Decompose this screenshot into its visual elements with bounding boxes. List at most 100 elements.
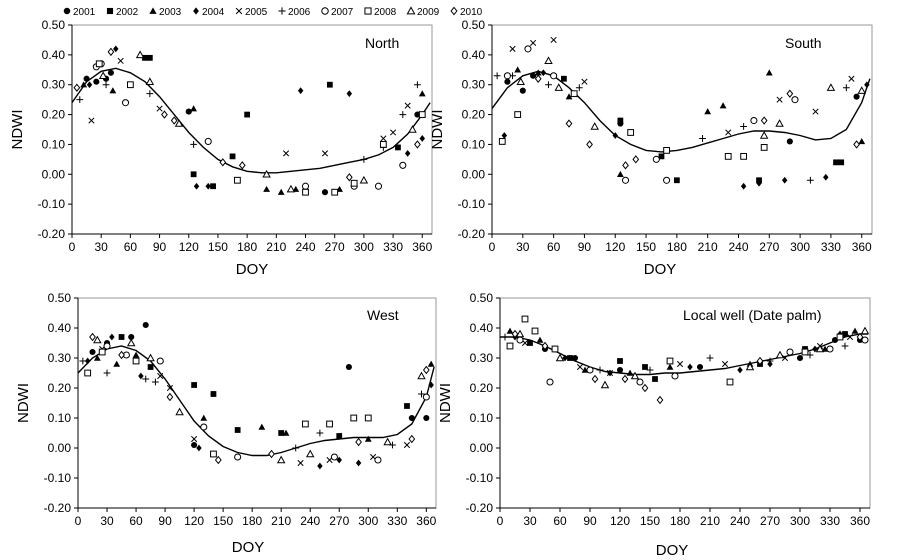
data-point <box>403 441 411 449</box>
data-point <box>826 345 834 353</box>
legend-label-2001: 2001 <box>73 7 96 18</box>
series-2003 <box>80 81 426 195</box>
x-tick-label: 60 <box>129 514 143 528</box>
data-point <box>76 96 84 104</box>
y-tick-label: 0.20 <box>462 108 486 122</box>
data-point <box>282 150 290 157</box>
data-point <box>276 455 286 464</box>
data-point <box>621 176 630 184</box>
data-point <box>109 87 117 94</box>
data-point <box>846 333 854 341</box>
data-point <box>666 363 674 370</box>
series-2005 <box>521 333 854 377</box>
data-point <box>190 105 198 112</box>
x-tick-label: 330 <box>821 240 841 254</box>
data-point <box>842 84 850 92</box>
series-2009 <box>98 50 417 193</box>
data-point <box>268 449 275 459</box>
data-point <box>562 354 568 362</box>
data-point <box>258 423 266 430</box>
data-point <box>395 144 401 151</box>
data-point <box>210 450 217 458</box>
legend-item-2006: 2006 <box>278 7 311 18</box>
data-point <box>858 138 866 145</box>
data-point <box>550 72 558 80</box>
legend-item-2002: 2002 <box>106 7 139 18</box>
data-point <box>570 90 578 98</box>
data-point <box>278 430 285 436</box>
data-point <box>596 366 604 374</box>
x-tick-label: 120 <box>605 240 625 254</box>
data-point <box>565 93 573 100</box>
data-point <box>422 365 430 375</box>
data-point <box>107 47 115 57</box>
data-point <box>612 132 618 139</box>
data-point <box>501 132 508 139</box>
data-point <box>831 336 839 344</box>
y-tick-label: -0.10 <box>38 197 66 211</box>
data-point <box>126 338 136 347</box>
data-point <box>135 50 145 59</box>
data-point <box>838 159 845 166</box>
data-point <box>244 111 251 118</box>
data-point <box>305 449 315 458</box>
data-point <box>219 158 227 167</box>
legend-item-2007: 2007 <box>321 7 354 18</box>
data-point <box>561 75 567 82</box>
data-point <box>390 129 397 136</box>
data-point <box>516 336 524 344</box>
data-point <box>786 138 793 145</box>
data-point <box>286 184 296 193</box>
data-point <box>98 348 106 356</box>
series-2008 <box>506 315 844 386</box>
x-tick-label: 90 <box>578 240 592 254</box>
data-point <box>83 75 90 82</box>
x-tick-label: 0 <box>69 240 76 254</box>
data-point <box>775 350 785 359</box>
data-point <box>555 353 565 362</box>
data-point <box>740 123 748 130</box>
data-point <box>760 116 768 125</box>
data-point <box>132 357 140 365</box>
data-point <box>506 342 514 350</box>
data-point <box>766 357 774 365</box>
data-point <box>379 141 387 148</box>
series-2004 <box>501 69 870 190</box>
plot-frame-west <box>77 297 437 509</box>
data-point <box>534 74 542 83</box>
data-point <box>616 366 624 374</box>
data-point <box>826 83 836 91</box>
x-tick-label: 0 <box>497 514 504 528</box>
legend-label-2002: 2002 <box>116 7 139 18</box>
data-point <box>848 75 855 82</box>
series-2006 <box>79 357 425 452</box>
data-point <box>404 102 411 109</box>
data-point <box>503 72 511 80</box>
x-tick-label: 180 <box>242 514 262 528</box>
y-tick-label: -0.20 <box>458 227 486 241</box>
x-tick-label: 150 <box>208 240 228 254</box>
series-2005 <box>99 345 411 467</box>
x-tick-label: 180 <box>667 240 687 254</box>
data-point <box>656 395 664 405</box>
legend-item-2001: 2001 <box>63 7 96 18</box>
legend-item-2008: 2008 <box>364 7 397 18</box>
data-point <box>860 326 870 335</box>
data-point <box>345 363 352 371</box>
data-point <box>775 119 784 127</box>
series-2006 <box>493 72 850 184</box>
data-point <box>331 188 339 196</box>
data-point <box>576 363 584 371</box>
x-tick-label: 0 <box>75 514 82 528</box>
data-point <box>756 179 762 187</box>
data-point <box>146 54 153 61</box>
data-point <box>103 342 111 350</box>
data-point <box>519 87 526 94</box>
legend-item-2009: 2009 <box>406 6 440 18</box>
x-tick-label: 240 <box>295 240 315 254</box>
series-2004 <box>84 333 434 470</box>
data-point <box>113 45 119 53</box>
data-point <box>399 111 407 118</box>
data-point <box>721 360 729 368</box>
